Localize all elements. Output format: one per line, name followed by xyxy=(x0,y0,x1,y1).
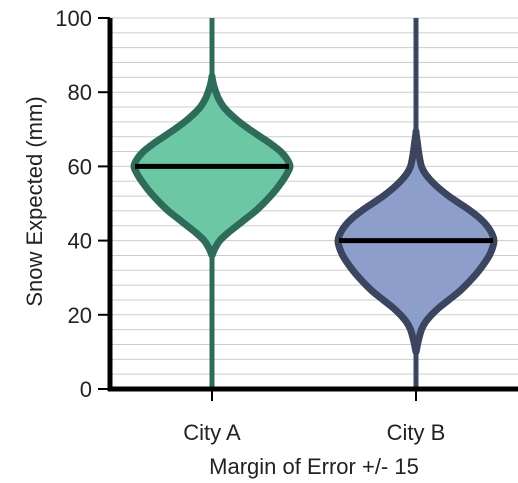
axis-labels: 0 20 40 60 80 100 City A City B Margin of Error … xyxy=(22,6,445,479)
y-tick-label: 20 xyxy=(68,303,92,328)
x-axis-title: Margin of Error +/- 15 xyxy=(209,454,419,479)
y-tick-label: 100 xyxy=(55,6,92,31)
axes xyxy=(98,17,518,401)
y-axis-title: Snow Expected (mm) xyxy=(22,96,47,306)
y-tick-label: 60 xyxy=(68,154,92,179)
y-tick-label: 80 xyxy=(68,80,92,105)
x-tick-label: City B xyxy=(387,420,446,445)
y-tick-label: 40 xyxy=(68,229,92,254)
y-tick-label: 0 xyxy=(80,377,92,402)
violins xyxy=(130,18,498,389)
x-tick-label: City A xyxy=(183,420,241,445)
